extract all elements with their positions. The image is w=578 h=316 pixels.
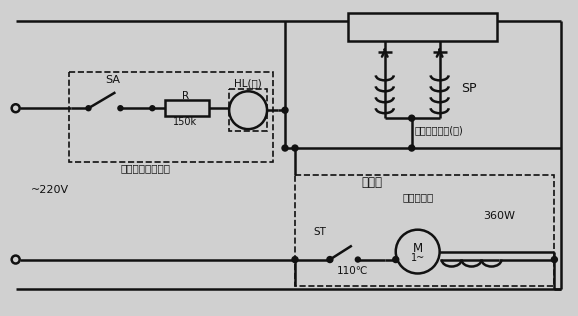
Circle shape bbox=[118, 106, 123, 111]
Text: 150k: 150k bbox=[173, 117, 197, 127]
Text: SA: SA bbox=[105, 75, 120, 85]
Text: 带指示灯电藤开关: 带指示灯电藤开关 bbox=[120, 163, 171, 173]
Text: 110℃: 110℃ bbox=[337, 266, 369, 276]
Circle shape bbox=[229, 91, 267, 129]
Circle shape bbox=[355, 257, 360, 262]
Text: 遥控器: 遥控器 bbox=[361, 176, 382, 189]
Circle shape bbox=[150, 106, 155, 111]
Circle shape bbox=[86, 106, 91, 111]
Circle shape bbox=[392, 257, 399, 263]
Text: 1~: 1~ bbox=[410, 252, 425, 263]
Text: ST: ST bbox=[313, 227, 326, 237]
Circle shape bbox=[282, 145, 288, 151]
Bar bbox=[229, 89, 267, 131]
Text: R: R bbox=[181, 91, 189, 101]
Text: M: M bbox=[413, 242, 423, 255]
Circle shape bbox=[282, 107, 288, 113]
Text: SP: SP bbox=[462, 82, 477, 95]
Text: 360W: 360W bbox=[483, 211, 516, 221]
Circle shape bbox=[409, 115, 414, 121]
Circle shape bbox=[292, 145, 298, 151]
Text: 压力安全开关(盖): 压力安全开关(盖) bbox=[414, 125, 464, 135]
Circle shape bbox=[409, 145, 414, 151]
Bar bbox=[165, 100, 209, 116]
Text: ~220V: ~220V bbox=[31, 185, 69, 195]
Text: 单摆式电机: 单摆式电机 bbox=[402, 192, 434, 202]
Bar bbox=[348, 13, 498, 40]
Circle shape bbox=[396, 230, 440, 273]
Bar bbox=[295, 175, 554, 286]
Circle shape bbox=[327, 257, 333, 263]
Text: HL(红): HL(红) bbox=[234, 78, 262, 88]
Bar bbox=[69, 72, 273, 162]
Circle shape bbox=[551, 257, 557, 263]
Circle shape bbox=[292, 257, 298, 263]
